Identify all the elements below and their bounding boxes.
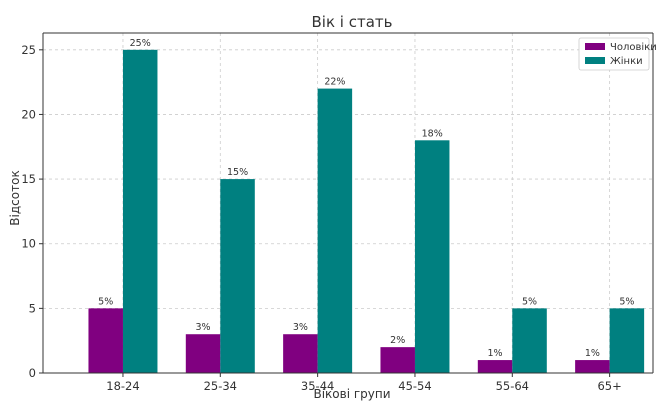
bar-value-label: 15% bbox=[227, 167, 248, 178]
x-tick-label: 25-34 bbox=[204, 379, 237, 393]
legend-entry: Жінки bbox=[610, 55, 643, 67]
y-tick-label: 20 bbox=[21, 107, 36, 121]
bar bbox=[575, 360, 610, 373]
bar bbox=[283, 334, 318, 373]
bar-value-label: 5% bbox=[522, 296, 537, 307]
legend: Чоловіки Жінки bbox=[578, 37, 657, 71]
bar bbox=[185, 334, 221, 373]
x-tick-label: 18-24 bbox=[106, 379, 139, 393]
legend-swatch bbox=[585, 43, 605, 50]
bar-value-label: 5% bbox=[98, 296, 113, 307]
bar-value-label: 22% bbox=[324, 77, 345, 88]
x-axis-label: Вікові групи bbox=[313, 387, 390, 401]
bar bbox=[317, 88, 353, 373]
bar bbox=[88, 308, 123, 373]
bar bbox=[380, 347, 415, 373]
x-tick-label: 35-44 bbox=[301, 379, 334, 393]
bar-value-label: 1% bbox=[488, 348, 503, 359]
legend-swatch bbox=[585, 57, 605, 64]
x-tick-label: 65+ bbox=[597, 379, 621, 393]
bar-value-label: 2% bbox=[390, 335, 405, 346]
bar bbox=[609, 308, 645, 373]
legend-entry: Чоловіки bbox=[610, 41, 657, 53]
chart-title: Вік і стать bbox=[312, 13, 393, 31]
x-tick-label: 55-64 bbox=[496, 379, 529, 393]
bar bbox=[512, 308, 547, 373]
bar bbox=[414, 140, 450, 373]
y-tick-label: 25 bbox=[21, 43, 36, 57]
bar bbox=[220, 179, 255, 373]
y-tick-label: 0 bbox=[29, 366, 36, 380]
bar-value-label: 25% bbox=[130, 38, 151, 49]
bar bbox=[122, 49, 158, 373]
bar-value-label: 18% bbox=[422, 128, 443, 139]
axes bbox=[42, 32, 654, 374]
bars bbox=[88, 49, 645, 373]
data-labels: 5% 25% 3% 15% 3% 22% 2% 18% 1% 5% 1% 5% bbox=[98, 38, 634, 359]
y-tick-label: 10 bbox=[21, 237, 36, 251]
x-tick-label: 45-54 bbox=[398, 379, 431, 393]
bar-value-label: 1% bbox=[585, 348, 600, 359]
bar-value-label: 3% bbox=[293, 322, 308, 333]
y-tick-label: 5 bbox=[29, 301, 36, 315]
bar bbox=[477, 360, 513, 373]
y-tick-label: 15 bbox=[21, 172, 36, 186]
ticks: 0 5 10 15 20 25 18-24 25-34 35-44 45-54 55-64 65+ bbox=[21, 43, 621, 393]
y-axis-label: Відсоток bbox=[8, 170, 22, 225]
bar-value-label: 5% bbox=[619, 296, 634, 307]
bar-value-label: 3% bbox=[196, 322, 211, 333]
